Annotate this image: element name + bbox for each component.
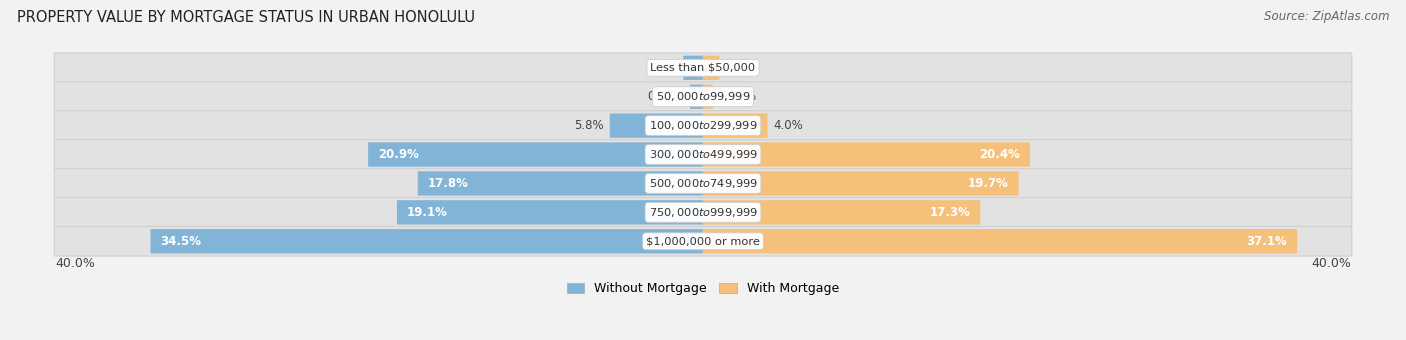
- FancyBboxPatch shape: [610, 114, 703, 138]
- FancyBboxPatch shape: [150, 229, 703, 253]
- FancyBboxPatch shape: [703, 229, 1298, 253]
- Text: $50,000 to $99,999: $50,000 to $99,999: [655, 90, 751, 103]
- FancyBboxPatch shape: [703, 85, 713, 109]
- Text: 20.9%: 20.9%: [378, 148, 419, 161]
- FancyBboxPatch shape: [55, 111, 1351, 140]
- Text: $300,000 to $499,999: $300,000 to $499,999: [648, 148, 758, 161]
- Text: 40.0%: 40.0%: [55, 257, 94, 270]
- FancyBboxPatch shape: [703, 56, 720, 80]
- FancyBboxPatch shape: [55, 226, 1351, 256]
- FancyBboxPatch shape: [703, 142, 1029, 167]
- FancyBboxPatch shape: [690, 85, 703, 109]
- FancyBboxPatch shape: [55, 169, 1351, 198]
- Text: 17.8%: 17.8%: [427, 177, 468, 190]
- Text: 34.5%: 34.5%: [160, 235, 201, 248]
- Text: Source: ZipAtlas.com: Source: ZipAtlas.com: [1264, 10, 1389, 23]
- Text: 0.59%: 0.59%: [718, 90, 756, 103]
- FancyBboxPatch shape: [55, 82, 1351, 112]
- FancyBboxPatch shape: [368, 142, 703, 167]
- Text: 1.0%: 1.0%: [725, 61, 755, 74]
- Text: 17.3%: 17.3%: [929, 206, 970, 219]
- FancyBboxPatch shape: [703, 114, 768, 138]
- Text: 19.7%: 19.7%: [967, 177, 1008, 190]
- FancyBboxPatch shape: [55, 198, 1351, 227]
- Text: 40.0%: 40.0%: [1312, 257, 1351, 270]
- Text: $500,000 to $749,999: $500,000 to $749,999: [648, 177, 758, 190]
- FancyBboxPatch shape: [55, 140, 1351, 169]
- Text: 19.1%: 19.1%: [406, 206, 449, 219]
- Text: PROPERTY VALUE BY MORTGAGE STATUS IN URBAN HONOLULU: PROPERTY VALUE BY MORTGAGE STATUS IN URB…: [17, 10, 475, 25]
- Text: $1,000,000 or more: $1,000,000 or more: [647, 236, 759, 246]
- Text: 1.2%: 1.2%: [648, 61, 678, 74]
- Text: 4.0%: 4.0%: [773, 119, 803, 132]
- Text: 0.78%: 0.78%: [647, 90, 685, 103]
- Text: 5.8%: 5.8%: [574, 119, 603, 132]
- FancyBboxPatch shape: [703, 200, 980, 224]
- FancyBboxPatch shape: [683, 56, 703, 80]
- Text: 20.4%: 20.4%: [979, 148, 1019, 161]
- FancyBboxPatch shape: [396, 200, 703, 224]
- FancyBboxPatch shape: [418, 171, 703, 196]
- FancyBboxPatch shape: [55, 53, 1351, 83]
- FancyBboxPatch shape: [703, 171, 1019, 196]
- Text: Less than $50,000: Less than $50,000: [651, 63, 755, 73]
- Text: 37.1%: 37.1%: [1246, 235, 1286, 248]
- Text: $750,000 to $999,999: $750,000 to $999,999: [648, 206, 758, 219]
- Text: $100,000 to $299,999: $100,000 to $299,999: [648, 119, 758, 132]
- Legend: Without Mortgage, With Mortgage: Without Mortgage, With Mortgage: [562, 277, 844, 300]
